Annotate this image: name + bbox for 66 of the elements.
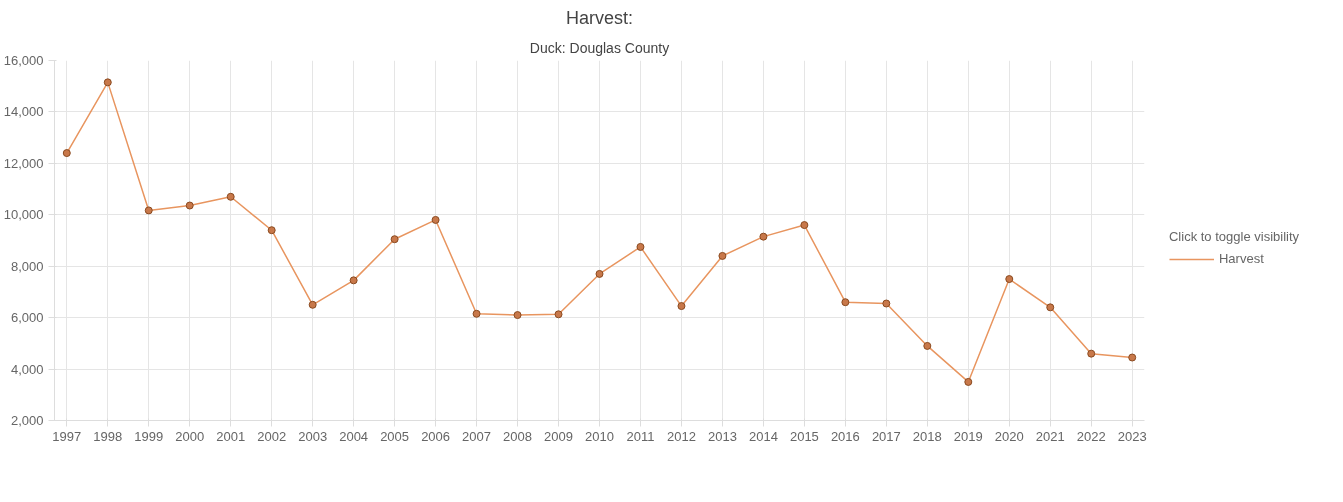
point	[472, 309, 481, 318]
point	[513, 311, 522, 320]
y-tick-label: 8,000	[10, 258, 44, 274]
y-tick-label: 2,000	[10, 413, 44, 428]
x-tick-label: 1997	[52, 428, 82, 444]
point	[882, 299, 891, 308]
point	[226, 192, 235, 201]
point	[800, 221, 809, 230]
point	[964, 377, 973, 386]
x-tick-label: 2016	[830, 428, 860, 444]
legend-label: Harvest	[1218, 251, 1264, 266]
point	[636, 242, 645, 251]
x-tick-label: 2019	[953, 428, 983, 444]
chart-subtitle: Duck: Douglas County	[529, 39, 670, 56]
y-tick-label: 10,000	[3, 207, 44, 223]
x-tick-label: 1998	[93, 428, 123, 444]
x-tick-label: 2007	[462, 428, 492, 444]
point	[554, 310, 563, 319]
point	[759, 232, 768, 241]
y-tick-label: 4,000	[10, 361, 44, 377]
point	[390, 235, 399, 244]
x-tick-label: 2009	[544, 428, 573, 444]
point	[431, 215, 440, 224]
point	[1005, 275, 1014, 284]
point	[144, 206, 153, 215]
x-tick-label: 2003	[298, 428, 328, 444]
x-tick-label: 2001	[216, 428, 246, 444]
point	[718, 251, 727, 260]
x-tick-label: 2004	[339, 428, 369, 444]
point	[677, 302, 686, 311]
x-tick-label: 2013	[707, 428, 737, 444]
point	[308, 300, 317, 309]
x-tick-label: 2017	[871, 428, 901, 444]
x-tick-label: 2015	[789, 428, 819, 444]
point	[62, 149, 71, 158]
x-tick-label: 2006	[421, 428, 451, 444]
point	[1087, 349, 1096, 358]
point	[841, 298, 850, 307]
point	[1046, 303, 1055, 312]
point	[595, 269, 604, 278]
x-tick-label: 1999	[134, 428, 164, 444]
point	[923, 341, 932, 350]
x-tick-label: 2010	[585, 428, 614, 444]
x-tick-label: 2023	[1117, 428, 1147, 444]
point	[103, 78, 112, 87]
point	[267, 226, 276, 235]
x-tick-label: 2018	[912, 428, 942, 444]
x-tick-label: 2020	[994, 428, 1024, 444]
x-tick-label: 2022	[1076, 428, 1106, 444]
y-tick-label: 16,000	[3, 53, 44, 68]
y-tick-label: 14,000	[3, 104, 44, 120]
point	[185, 201, 194, 210]
chart-title: Harvest:	[565, 7, 634, 28]
point	[1128, 353, 1137, 362]
x-tick-label: 2012	[666, 428, 696, 444]
y-tick-label: 12,000	[3, 155, 44, 171]
x-tick-label: 2011	[626, 428, 655, 444]
x-tick-label: 2008	[503, 428, 533, 444]
x-tick-label: 2005	[380, 428, 410, 444]
x-tick-label: 2002	[257, 428, 287, 444]
legend-title: Click to toggle visibility	[1168, 228, 1300, 244]
x-tick-label: 2021	[1035, 428, 1065, 444]
x-tick-label: 2014	[748, 428, 778, 444]
x-tick-label: 2000	[175, 428, 205, 444]
point	[349, 276, 358, 285]
y-tick-label: 6,000	[10, 310, 44, 326]
